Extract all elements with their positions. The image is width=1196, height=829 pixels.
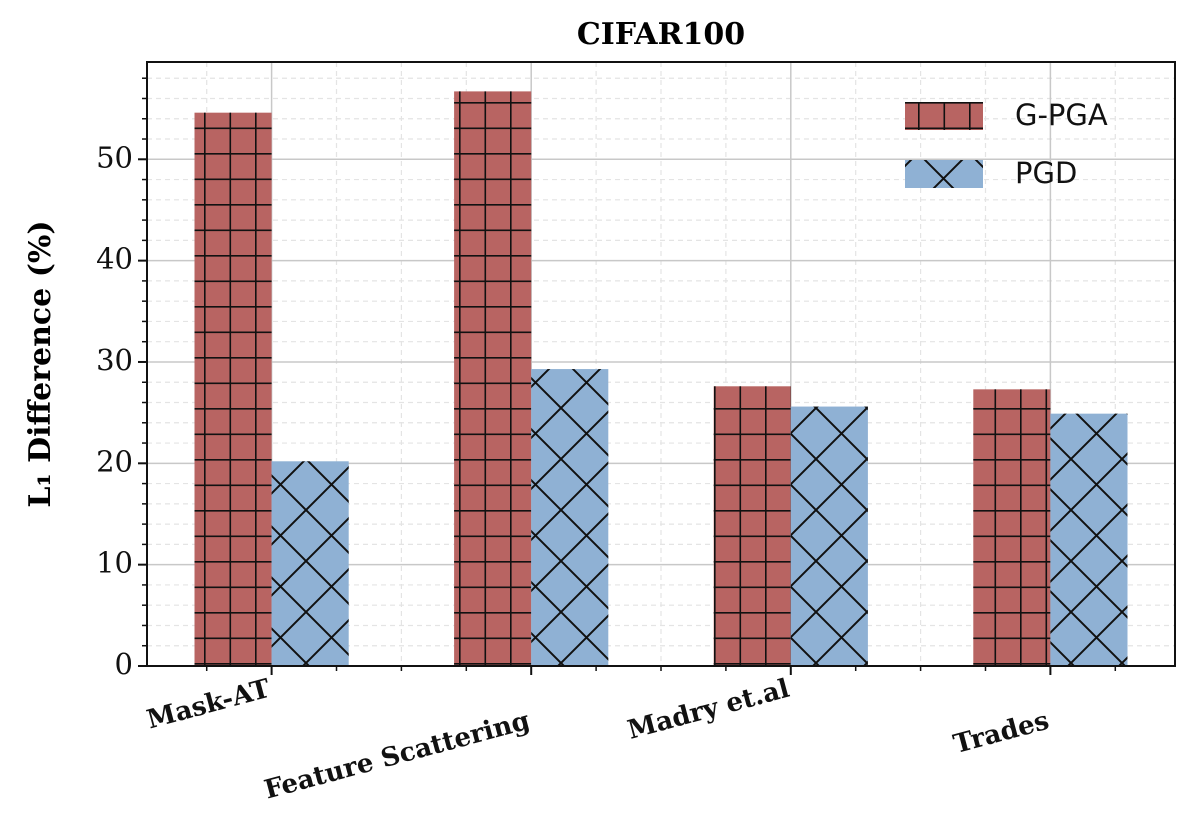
legend-hatch — [905, 160, 983, 188]
legend: G-PGA PGD — [905, 98, 1108, 190]
bar — [790, 406, 868, 666]
bar-hatch — [531, 369, 609, 666]
legend-label: PGD — [1015, 156, 1077, 190]
bar-hatch — [790, 406, 868, 666]
y-tick-label: 40 — [96, 242, 133, 276]
bar — [973, 389, 1051, 666]
bar — [454, 91, 532, 666]
bars — [194, 91, 1128, 666]
y-tick-label: 0 — [115, 647, 133, 681]
bar-hatch — [1050, 413, 1128, 666]
y-tick-label: 30 — [96, 343, 133, 377]
bar — [194, 112, 272, 666]
plot-frame — [146, 61, 1176, 667]
bar — [713, 386, 791, 666]
chart-title: CIFAR100 — [577, 17, 745, 52]
legend-hatch — [905, 102, 983, 130]
y-tick-label: 20 — [96, 444, 133, 478]
bar-hatch — [194, 112, 272, 666]
y-axis-label: L₁ Difference (%) — [23, 220, 58, 507]
bar-hatch — [713, 386, 791, 666]
bar — [1050, 413, 1128, 666]
legend-label: G-PGA — [1015, 98, 1108, 132]
bar-hatch — [973, 389, 1051, 666]
y-tick-label: 50 — [96, 140, 133, 174]
bar-hatch — [454, 91, 532, 666]
bar — [531, 369, 609, 666]
bar — [271, 461, 349, 666]
y-tick-label: 10 — [96, 546, 133, 580]
bar-hatch — [271, 461, 349, 666]
